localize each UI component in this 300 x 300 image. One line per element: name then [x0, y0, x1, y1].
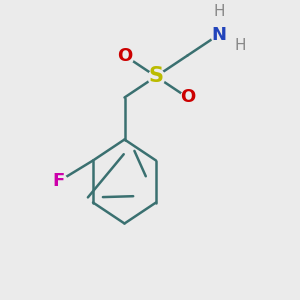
Text: O: O [117, 46, 132, 64]
Text: H: H [213, 4, 225, 20]
Text: H: H [234, 38, 246, 52]
Text: O: O [180, 88, 195, 106]
Text: F: F [52, 172, 64, 190]
Text: S: S [148, 67, 164, 86]
Text: N: N [212, 26, 226, 44]
